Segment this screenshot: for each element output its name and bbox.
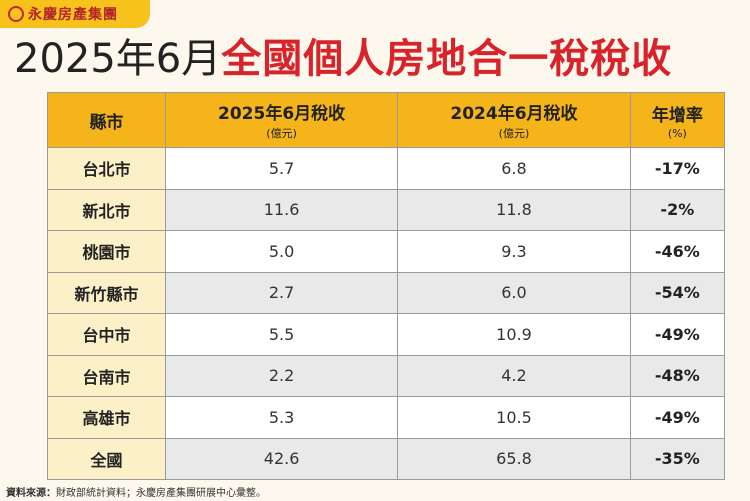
logo-text: 永慶房產集團 xyxy=(28,7,118,23)
column-title: 2024年6月稅收 xyxy=(450,104,578,124)
footer: 資料來源：財政部統計資料；永慶房產集團研展中心彙整。 xyxy=(6,484,266,499)
table-row: 新北市 11.6 11.8 -2% xyxy=(47,188,726,231)
table-body: 台北市 5.7 6.8 -17% 新北市 11.6 11.8 -2% 桃園市 5.0 9.3 -46%… xyxy=(47,147,726,480)
table-row: 高雄市 5.3 10.5 -49% xyxy=(47,396,726,439)
value-cell: -48% xyxy=(629,354,726,397)
column-header: 2024年6月稅收 (億元) xyxy=(397,92,631,148)
value-cell: -54% xyxy=(629,271,726,314)
value-cell: 11.8 xyxy=(397,188,631,231)
value-cell: -2% xyxy=(629,188,726,231)
table-row: 全國 42.6 65.8 -35% xyxy=(47,437,726,480)
value-cell: 11.6 xyxy=(164,188,399,231)
source-text: 財政部統計資料；永慶房產集團研展中心彙整。 xyxy=(56,488,266,499)
region-cell: 台中市 xyxy=(47,313,166,356)
region-cell: 全國 xyxy=(47,437,166,480)
value-cell: 65.8 xyxy=(397,437,631,480)
logo: 永慶房產集團 xyxy=(0,0,150,28)
value-cell: 5.7 xyxy=(164,147,399,190)
region-cell: 桃園市 xyxy=(47,230,166,273)
value-cell: 2.7 xyxy=(164,271,399,314)
table-row: 台中市 5.5 10.9 -49% xyxy=(47,313,726,356)
column-unit: (億元) xyxy=(498,127,530,140)
table-row: 新竹縣市 2.7 6.0 -54% xyxy=(47,271,726,314)
value-cell: 2.2 xyxy=(164,354,399,397)
value-cell: 5.0 xyxy=(164,230,399,273)
column-title: 年增率 xyxy=(651,105,703,126)
column-title: 縣市 xyxy=(89,112,124,133)
value-cell: 10.5 xyxy=(397,396,631,439)
value-cell: 4.2 xyxy=(397,354,631,397)
value-cell: -17% xyxy=(629,147,726,190)
logo-icon xyxy=(8,6,24,22)
value-cell: 42.6 xyxy=(164,437,399,480)
source-label: 資料來源： xyxy=(6,488,56,499)
title: 2025年6月全國個人房地合一稅稅收 xyxy=(14,36,672,82)
column-unit: (億元) xyxy=(266,127,297,140)
value-cell: -49% xyxy=(629,396,726,439)
column-title: 2025年6月稅收 xyxy=(218,104,346,124)
value-cell: 9.3 xyxy=(397,230,631,273)
column-header: 2025年6月稅收 (億元) xyxy=(164,92,399,148)
region-cell: 新竹縣市 xyxy=(47,271,166,314)
title-prefix: 2025年6月 xyxy=(14,36,222,82)
header-row: 縣市 2025年6月稅收 (億元) 2024年6月稅收 (億元) 年增率 (%) xyxy=(47,92,726,148)
value-cell: 10.9 xyxy=(397,313,631,356)
value-cell: -35% xyxy=(629,437,726,480)
value-cell: -49% xyxy=(629,313,726,356)
table-row: 桃園市 5.0 9.3 -46% xyxy=(47,230,726,273)
value-cell: 5.3 xyxy=(164,396,399,439)
column-unit: (%) xyxy=(667,126,687,140)
title-main: 全國個人房地合一稅稅收 xyxy=(221,36,673,82)
value-cell: 5.5 xyxy=(164,313,399,356)
table-row: 台南市 2.2 4.2 -48% xyxy=(47,354,726,397)
column-header: 縣市 xyxy=(47,92,166,148)
region-cell: 高雄市 xyxy=(47,396,166,439)
column-header: 年增率 (%) xyxy=(629,92,726,148)
value-cell: 6.8 xyxy=(397,147,631,190)
value-cell: -46% xyxy=(629,230,726,273)
value-cell: 6.0 xyxy=(397,271,631,314)
region-cell: 台南市 xyxy=(47,354,166,397)
region-cell: 新北市 xyxy=(47,188,166,231)
data-table: 縣市 2025年6月稅收 (億元) 2024年6月稅收 (億元) 年增率 (%) 台北市 5.… xyxy=(47,92,726,480)
region-cell: 台北市 xyxy=(47,147,166,190)
table-row: 台北市 5.7 6.8 -17% xyxy=(47,147,726,190)
